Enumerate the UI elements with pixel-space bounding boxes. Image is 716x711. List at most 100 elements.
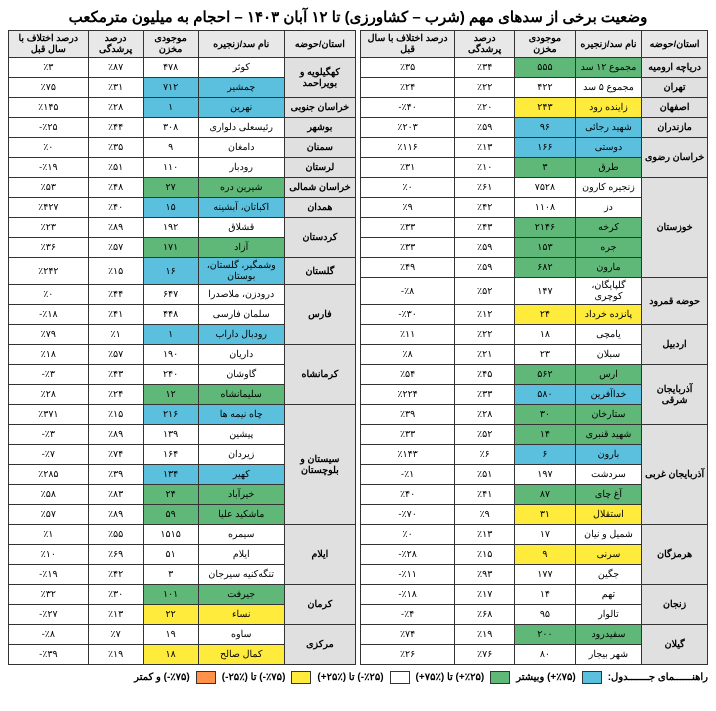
diff-cell: ٪۲۶ xyxy=(361,645,455,665)
diff-cell: ٪۱۱- xyxy=(361,565,455,585)
province-cell: کرمان xyxy=(284,585,355,625)
storage-cell: ۶ xyxy=(515,445,576,465)
dam-name: تهم xyxy=(575,585,642,605)
diff-cell: ٪۳۰- xyxy=(361,305,455,325)
fill-cell: ٪۷۶ xyxy=(455,645,515,665)
province-cell: خراسان شمالی xyxy=(284,178,355,198)
fill-cell: ٪۹۳ xyxy=(455,565,515,585)
storage-cell: ۸۷ xyxy=(515,485,576,505)
dam-name: چمشیر xyxy=(198,78,284,98)
storage-cell: ۲۱۶ xyxy=(143,405,198,425)
storage-cell: ۱۵۳ xyxy=(515,238,576,258)
diff-cell: ٪۸ xyxy=(361,345,455,365)
diff-cell: ٪۳۳ xyxy=(361,218,455,238)
province-cell: آذربایجان غربی xyxy=(642,425,708,525)
fill-cell: ٪۴۳ xyxy=(88,365,143,385)
table-row: کهگیلویه و بویراحمدکوثر۴۷۸٪۸۷٪۳ xyxy=(9,58,356,78)
dam-name: زیردان xyxy=(198,445,284,465)
diff-cell: ٪۱۸- xyxy=(361,585,455,605)
fill-cell: ٪۵۱ xyxy=(455,465,515,485)
province-cell: هرمزگان xyxy=(642,525,708,585)
dam-name: نهرین xyxy=(198,98,284,118)
storage-cell: ۳۱ xyxy=(515,505,576,525)
diff-cell: ٪۲۴۲ xyxy=(9,258,89,285)
legend: راهنــــــمای جـــــــدول: (٪۷۵+) وبیشتر… xyxy=(8,671,708,684)
dam-name: شیرین دره xyxy=(198,178,284,198)
dam-name: دوستی xyxy=(575,138,642,158)
storage-cell: ۱۸ xyxy=(143,645,198,665)
diff-cell: ٪۱۹- xyxy=(9,158,89,178)
page-title: وضعیت برخی از سدهای مهم (شرب – کشاورزی) … xyxy=(8,8,708,26)
province-cell: خراسان جنوبی xyxy=(284,98,355,118)
storage-cell: ۳ xyxy=(143,565,198,585)
diff-cell: ٪۱۸ xyxy=(9,345,89,365)
table-row: مرکزیساوه۱۹٪۷٪۸- xyxy=(9,625,356,645)
storage-cell: ۱۹ xyxy=(143,625,198,645)
diff-cell: ٪۱ xyxy=(9,525,89,545)
storage-cell: ۴۴۸ xyxy=(143,305,198,325)
fill-cell: ٪۵۱ xyxy=(88,158,143,178)
diff-cell: ٪۵۸ xyxy=(9,485,89,505)
table-row: خراسان شمالیشیرین دره۲۷٪۴۸٪۵۳ xyxy=(9,178,356,198)
table-row: تهرانمجموع ۵ سد۴۲۲٪۲۲٪۲۴ xyxy=(361,78,708,98)
diff-cell: ٪۵۳ xyxy=(9,178,89,198)
diff-cell: ٪۱۱۶ xyxy=(361,138,455,158)
fill-cell: ٪۳۱ xyxy=(88,78,143,98)
fill-cell: ٪۲۲ xyxy=(455,78,515,98)
diff-cell: ٪۷- xyxy=(9,445,89,465)
dam-name: پانزده خرداد xyxy=(575,305,642,325)
dam-name: دز xyxy=(575,198,642,218)
dam-name: نساء xyxy=(198,605,284,625)
diff-cell: ٪۱۸- xyxy=(9,305,89,325)
fill-cell: ٪۴۰ xyxy=(88,198,143,218)
diff-cell: ٪۳۹- xyxy=(9,645,89,665)
col-storage: موجودی مخزن xyxy=(143,31,198,58)
diff-cell: ٪۱۴۳ xyxy=(361,445,455,465)
dam-name: کوثر xyxy=(198,58,284,78)
table-row: ایلامسیمره۱۵۱۵٪۵۵٪۱ xyxy=(9,525,356,545)
fill-cell: ٪۴۵ xyxy=(455,365,515,385)
fill-cell: ٪۳۴ xyxy=(455,58,515,78)
fill-cell: ٪۹ xyxy=(455,505,515,525)
fill-cell: ٪۱۰ xyxy=(455,158,515,178)
storage-cell: ۱۹۷ xyxy=(515,465,576,485)
storage-cell: ۱۵ xyxy=(143,198,198,218)
diff-cell: ٪۳۳ xyxy=(361,425,455,445)
col-diff: درصد اختلاف با سال قبل xyxy=(361,31,455,58)
province-cell: بوشهر xyxy=(284,118,355,138)
fill-cell: ٪۵۹ xyxy=(455,258,515,278)
diff-cell: ٪۸- xyxy=(9,625,89,645)
storage-cell: ۷۵۲۸ xyxy=(515,178,576,198)
fill-cell: ٪۵۹ xyxy=(455,118,515,138)
storage-cell: ۹ xyxy=(515,545,576,565)
diff-cell: ٪۳۶ xyxy=(9,238,89,258)
fill-cell: ٪۴۸ xyxy=(88,178,143,198)
col-diff: درصد اختلاف با سال قبل xyxy=(9,31,89,58)
storage-cell: ۳ xyxy=(515,158,576,178)
fill-cell: ٪۵۲ xyxy=(455,425,515,445)
dam-name: رودبار xyxy=(198,158,284,178)
fill-cell: ٪۱۹ xyxy=(88,645,143,665)
diff-cell: ٪۲۸۵ xyxy=(9,465,89,485)
fill-cell: ٪۳۵ xyxy=(88,138,143,158)
storage-cell: ۵۶۲ xyxy=(515,365,576,385)
diff-cell: ٪۸- xyxy=(361,278,455,305)
dam-name: شهید رجائی xyxy=(575,118,642,138)
province-cell: لرستان xyxy=(284,158,355,178)
diff-cell: ٪۰ xyxy=(9,285,89,305)
fill-cell: ٪۸۳ xyxy=(88,485,143,505)
diff-cell: ٪۳۱ xyxy=(361,158,455,178)
dam-name: کمال صالح xyxy=(198,645,284,665)
tables-wrap: استان/حوضهنام سد/زنجیرهموجودی مخزندرصد پ… xyxy=(8,30,708,665)
table-row: آذربایجان شرقیارس۵۶۲٪۴۵٪۵۴ xyxy=(361,365,708,385)
table-row: بوشهررئیسعلی دلواری۳۰۸٪۴۴٪۲۵- xyxy=(9,118,356,138)
col-province: استان/حوضه xyxy=(642,31,708,58)
storage-cell: ۱۷ xyxy=(515,525,576,545)
dam-name: سفیدرود xyxy=(575,625,642,645)
diff-cell: ٪۴۰- xyxy=(361,98,455,118)
legend-blue-text: (٪۷۵+) وبیشتر xyxy=(516,672,576,683)
table-row: کرمانجیرفت۱۰۱٪۳۰٪۳۲ xyxy=(9,585,356,605)
dam-name: کهیر xyxy=(198,465,284,485)
fill-cell: ٪۲۸ xyxy=(455,405,515,425)
storage-cell: ۵۵۵ xyxy=(515,58,576,78)
